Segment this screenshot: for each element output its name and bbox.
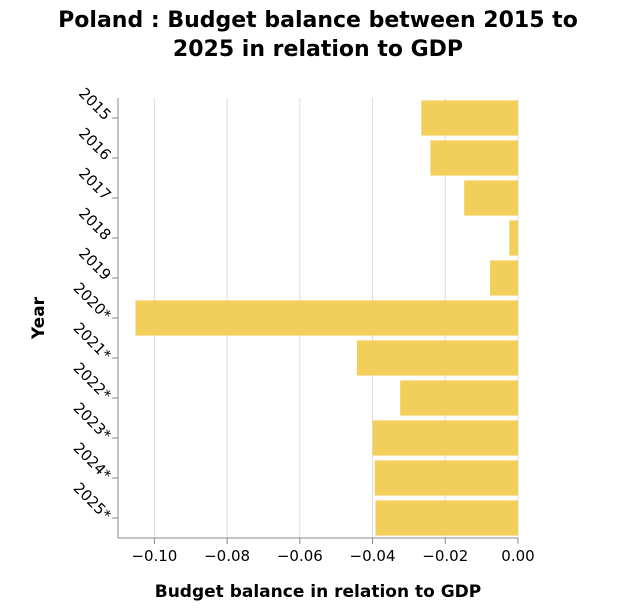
x-tick-label-4: −0.02 (422, 547, 468, 565)
x-tick-label-1: −0.08 (204, 547, 250, 565)
x-tick-label-3: −0.04 (350, 547, 396, 565)
y-tick-label-4: 2019 (75, 244, 115, 284)
chart-title-line-2: 2025 in relation to GDP (172, 37, 464, 62)
y-tick-label-6: 2021* (70, 319, 115, 364)
bar-2016 (430, 140, 518, 176)
bar-2024-proj (374, 460, 518, 496)
bar-2025-proj (375, 500, 518, 536)
bar-2021-proj (356, 340, 518, 376)
y-tick-label-5: 2020* (70, 279, 115, 324)
y-tick-label-10: 2025* (70, 479, 115, 524)
bar-2017 (464, 180, 518, 216)
y-tick-label-9: 2024* (70, 439, 115, 484)
bar-2023-proj (372, 420, 518, 456)
chart-title-line-1: Poland : Budget balance between 2015 to (58, 8, 578, 33)
bar-2019 (490, 260, 518, 296)
y-tick-label-7: 2022* (70, 359, 115, 404)
bars (135, 100, 519, 536)
bar-2015 (421, 100, 518, 136)
y-axis-title: Year (29, 296, 49, 340)
chart-title: Poland : Budget balance between 2015 to … (0, 6, 636, 64)
x-axis-ticks: −0.10 −0.08 −0.06 −0.04 −0.02 0.00 (131, 538, 535, 565)
x-tick-label-0: −0.10 (131, 547, 177, 565)
bar-2022-proj (400, 380, 518, 416)
y-axis-ticks: 201520162017201820192020*2021*2022*2023*… (70, 84, 118, 524)
y-tick-label-8: 2023* (70, 399, 115, 444)
x-axis-title: Budget balance in relation to GDP (155, 582, 482, 602)
y-tick-label-0: 2015 (75, 84, 115, 124)
x-tick-label-2: −0.06 (277, 547, 323, 565)
bar-2020-proj (135, 300, 519, 336)
y-tick-label-3: 2018 (75, 204, 115, 244)
bar-2018 (509, 220, 518, 256)
x-tick-label-5: 0.00 (501, 547, 534, 565)
y-tick-label-2: 2017 (75, 164, 115, 204)
y-tick-label-1: 2016 (75, 124, 115, 164)
